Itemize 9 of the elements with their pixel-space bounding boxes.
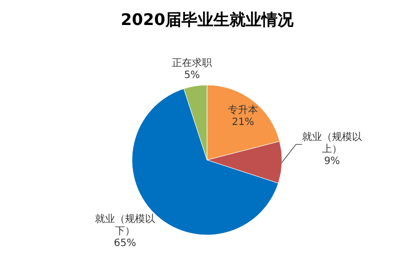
chart-title: 2020届毕业生就业情况 xyxy=(120,10,294,29)
data-label: 21% xyxy=(232,117,254,128)
slice-label: 就业（规模以下） xyxy=(95,213,155,237)
slice-label: 正在求职 xyxy=(172,57,212,69)
data-label: 9% xyxy=(324,156,340,167)
data-label: 65% xyxy=(114,238,136,249)
slice-label: 专升本 xyxy=(228,104,258,116)
slice-label: 就业（规模以上） xyxy=(302,131,362,155)
data-label: 5% xyxy=(184,70,200,81)
